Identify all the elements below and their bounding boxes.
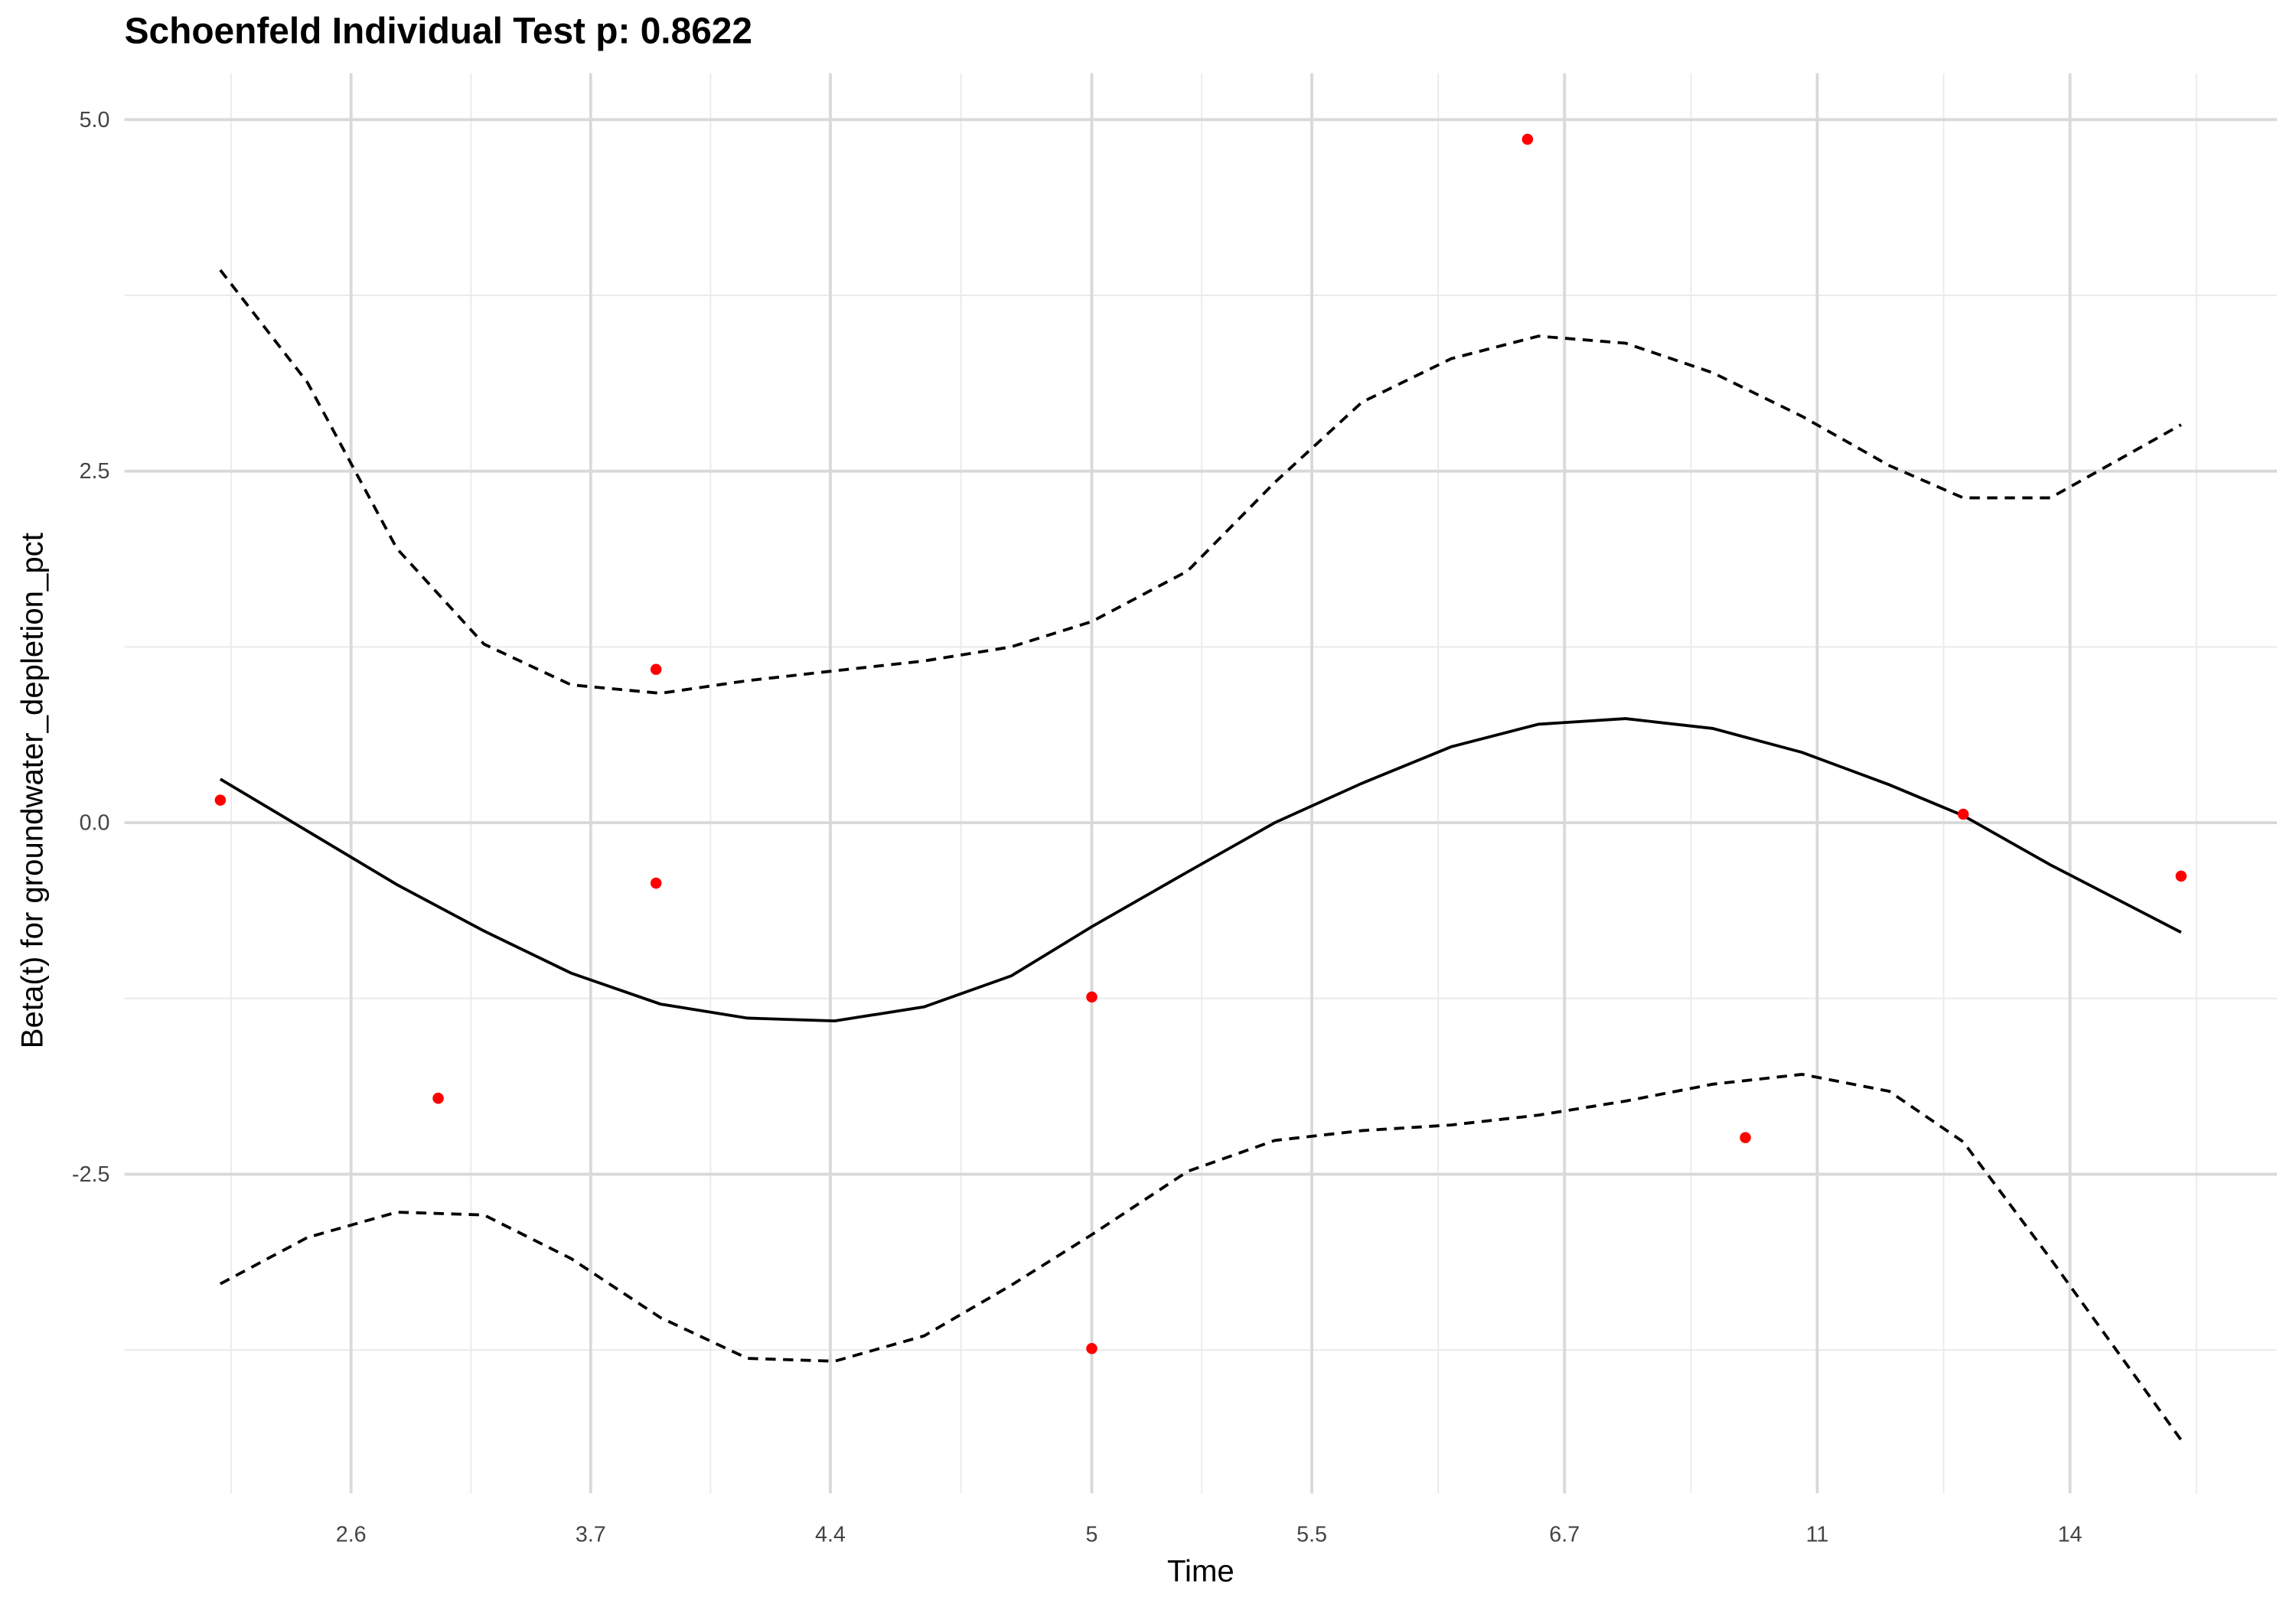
- y-tick-label: 2.5: [80, 459, 110, 484]
- point: [1740, 1132, 1751, 1143]
- point: [214, 794, 227, 806]
- x-tick-label: 2.6: [336, 1523, 367, 1547]
- point: [1086, 1342, 1097, 1354]
- fit-line: [219, 717, 2182, 1023]
- x-tick-label: 5: [1086, 1523, 1098, 1547]
- chart-title: Schoenfeld Individual Test p: 0.8622: [125, 11, 752, 52]
- point: [432, 1092, 444, 1104]
- point: [650, 877, 662, 889]
- y-tick-label: 5.0: [80, 108, 110, 132]
- confidence-band-line: [219, 1073, 2183, 1441]
- x-tick-label: 11: [1806, 1523, 1829, 1547]
- x-tick-label: 5.5: [1296, 1523, 1327, 1547]
- x-tick-label: 3.7: [576, 1523, 606, 1547]
- x-axis-title: Time: [1167, 1553, 1234, 1588]
- point: [2175, 870, 2187, 882]
- confidence-band-line: [219, 269, 2182, 695]
- y-tick-label: -2.5: [72, 1162, 109, 1187]
- point: [1086, 991, 1097, 1003]
- grid: [124, 73, 2278, 1494]
- x-tick-label: 14: [2058, 1523, 2082, 1547]
- plot-area: [214, 133, 2187, 1441]
- x-tick-label: 6.7: [1549, 1523, 1580, 1547]
- point: [1957, 808, 1969, 820]
- point: [650, 663, 662, 676]
- y-tick-label: 0.0: [80, 811, 110, 836]
- x-tick-label: 4.4: [815, 1523, 846, 1547]
- y-axis-title: Beta(t) for groundwater_depletion_pct: [15, 533, 49, 1048]
- point: [1521, 133, 1534, 145]
